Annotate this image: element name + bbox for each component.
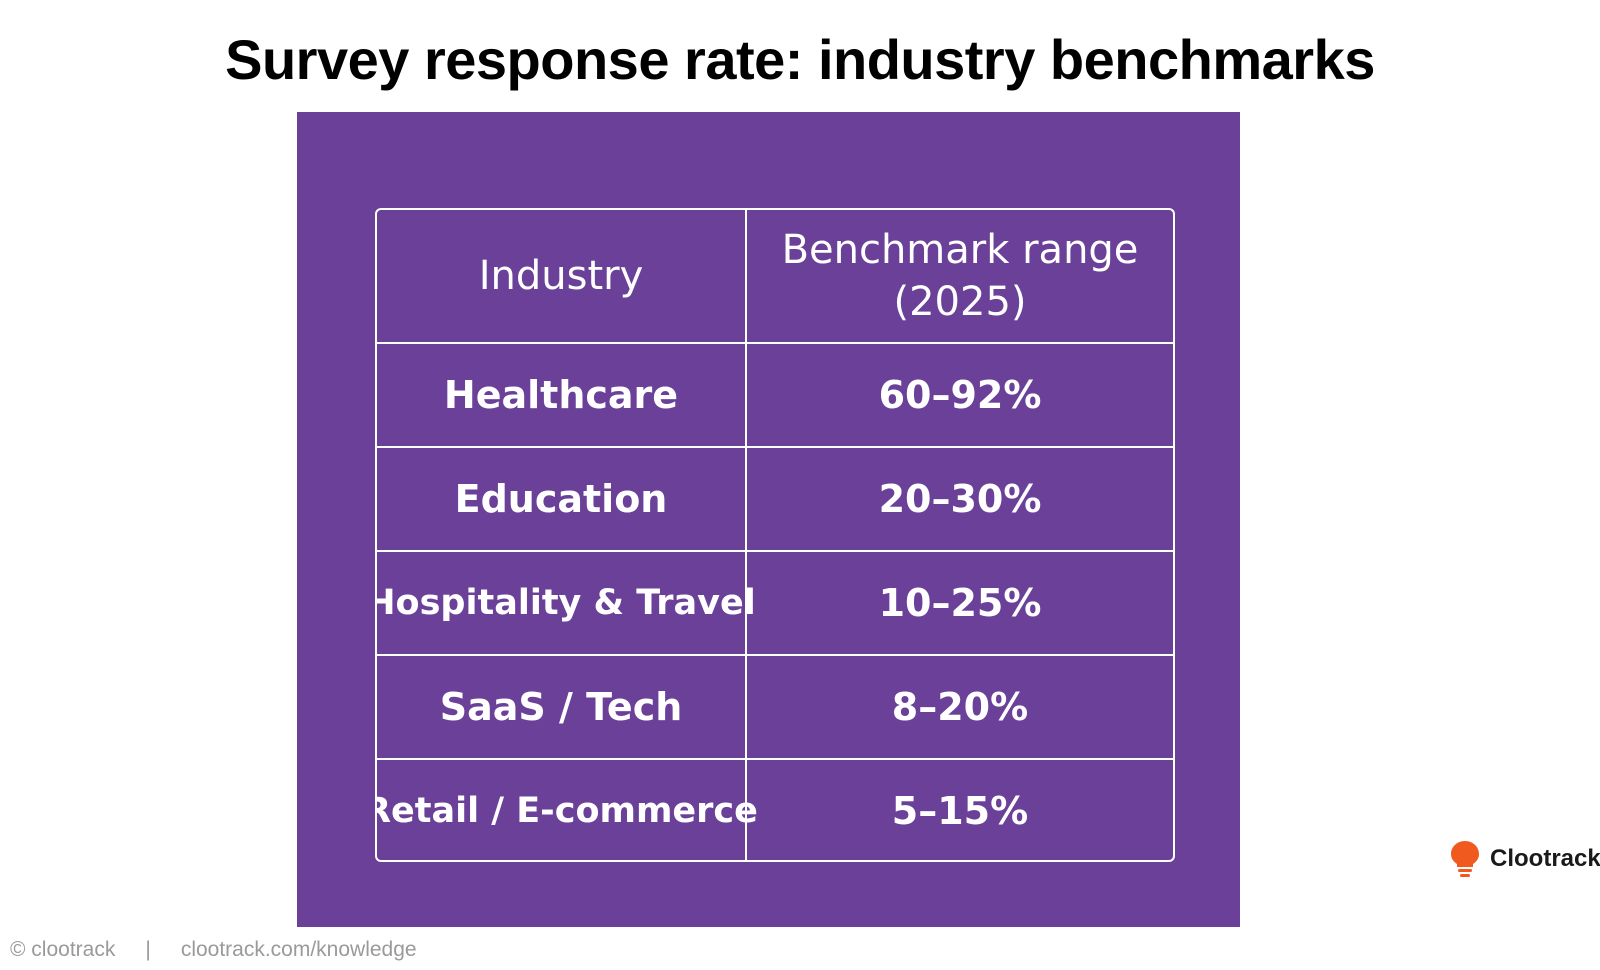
header-benchmark-range: Benchmark range (2025)	[781, 227, 1139, 325]
table-row: Education 20–30%	[377, 448, 1173, 552]
brand-name: Clootrack	[1490, 845, 1600, 872]
table-row: Hospitality & Travel 10–25%	[377, 552, 1173, 656]
footer-separator: |	[145, 938, 151, 961]
brand-logo: Clootrack	[1450, 840, 1600, 878]
table-header-row: Industry Benchmark range (2025)	[377, 210, 1173, 344]
knowledge-link[interactable]: clootrack.com/knowledge	[180, 938, 417, 961]
range-cell: 5–15%	[891, 789, 1029, 833]
industry-cell: Education	[377, 448, 747, 550]
table-row: Retail / E-commerce 5–15%	[377, 760, 1173, 860]
lightbulb-icon	[1451, 841, 1479, 877]
table-row: SaaS / Tech 8–20%	[377, 656, 1173, 760]
range-cell: 8–20%	[891, 685, 1029, 729]
header-industry: Industry	[377, 210, 747, 342]
benchmark-table: Industry Benchmark range (2025) Healthca…	[375, 208, 1175, 862]
industry-cell: Hospitality & Travel	[377, 552, 756, 654]
page-title: Survey response rate: industry benchmark…	[225, 28, 1375, 91]
footer: © clootrack | clootrack.com/knowledge	[10, 938, 417, 962]
range-cell: 60–92%	[878, 373, 1042, 417]
industry-cell: Healthcare	[377, 344, 747, 446]
benchmark-panel: Industry Benchmark range (2025) Healthca…	[297, 112, 1240, 927]
range-cell: 20–30%	[878, 477, 1042, 521]
industry-cell: SaaS / Tech	[377, 656, 747, 758]
range-cell: 10–25%	[878, 581, 1042, 625]
table-row: Healthcare 60–92%	[377, 344, 1173, 448]
industry-cell: Retail / E-commerce	[377, 760, 758, 860]
copyright-text: © clootrack	[10, 938, 116, 961]
